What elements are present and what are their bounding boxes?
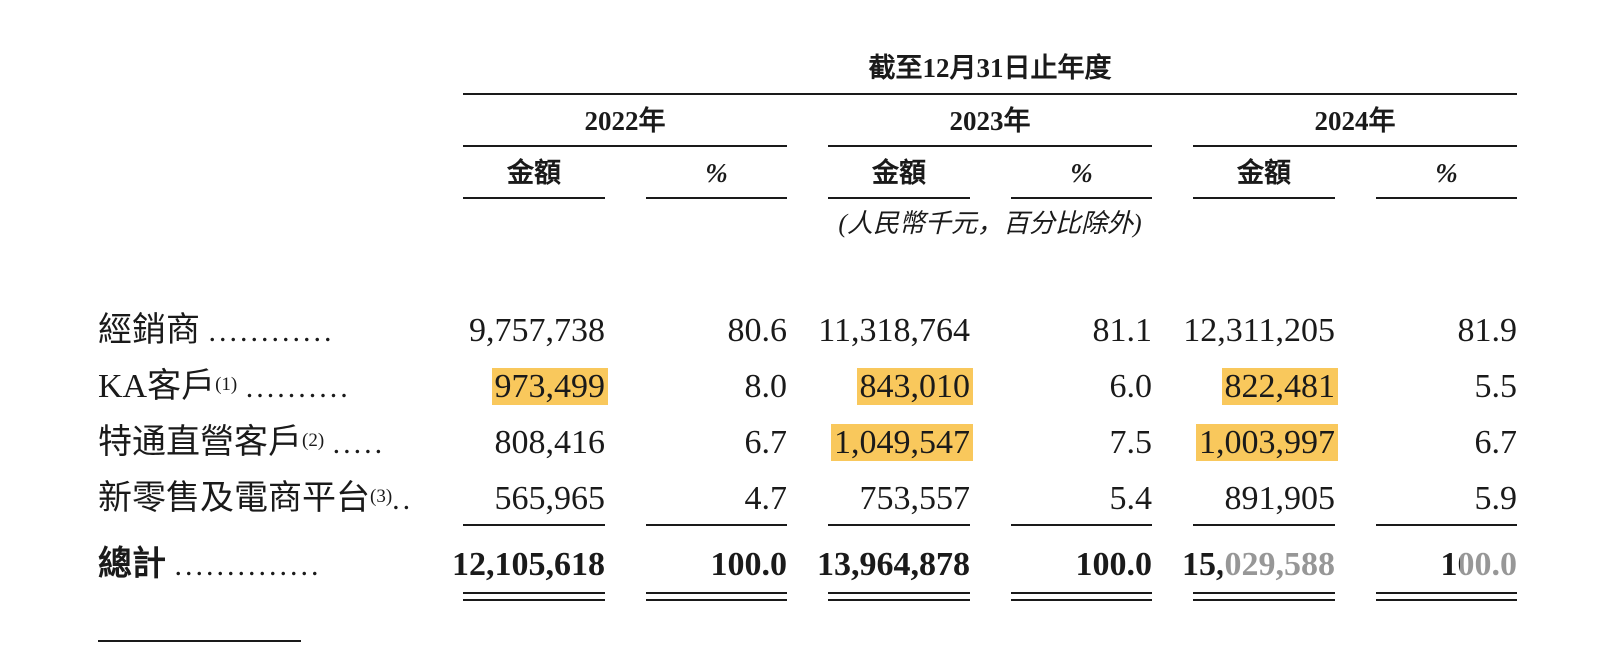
col-rule bbox=[463, 197, 605, 199]
total-double-rule bbox=[1193, 592, 1335, 594]
cell-2023-amount: 11,318,764 bbox=[818, 312, 970, 349]
footnote-marker: (2) bbox=[302, 430, 325, 451]
total-double-rule bbox=[1376, 599, 1517, 601]
leader-dots: ..... bbox=[332, 427, 386, 460]
year-header-2023: 2023年 bbox=[949, 106, 1031, 136]
cell-2022-percent: 6.7 bbox=[744, 424, 788, 461]
total-double-rule bbox=[646, 599, 787, 601]
cell-2022-amount: 808,416 bbox=[494, 424, 606, 461]
subtotal-rule bbox=[1376, 524, 1517, 526]
subtotal-rule bbox=[463, 524, 605, 526]
cell-2023-percent: 6.0 bbox=[1109, 368, 1153, 405]
footnote-separator bbox=[98, 640, 301, 642]
cell-2024-percent: 5.5 bbox=[1474, 368, 1518, 405]
leader-dots: .. bbox=[392, 483, 414, 516]
cell-2024-amount: 891,905 bbox=[1224, 480, 1336, 517]
amount-header-2022: 金額 bbox=[507, 158, 561, 188]
year-header-2024: 2024年 bbox=[1314, 106, 1396, 136]
row-label-text: 經銷商 bbox=[98, 312, 200, 349]
total-double-rule bbox=[1011, 599, 1152, 601]
cell-2022-amount: 9,757,738 bbox=[469, 312, 605, 349]
cell-2024-amount-highlighted: 822,481 bbox=[1221, 368, 1338, 405]
total-double-rule bbox=[1376, 592, 1517, 594]
period-rule bbox=[463, 93, 1517, 95]
row-label-text: KA客戶 bbox=[98, 368, 216, 405]
cell-2023-percent: 5.4 bbox=[1109, 480, 1153, 517]
cell-2024-amount-highlighted: 1,003,997 bbox=[1196, 424, 1338, 461]
cell-2024-percent: 5.9 bbox=[1474, 480, 1518, 517]
year-rule-2023 bbox=[828, 145, 1152, 147]
cell-2023-amount-highlighted: 843,010 bbox=[856, 368, 973, 405]
row-label-text: 新零售及電商平台 bbox=[98, 480, 370, 517]
col-rule bbox=[1193, 197, 1335, 199]
faded-print-overlay bbox=[1460, 550, 1520, 582]
year-header-2022: 2022年 bbox=[584, 106, 666, 136]
cell-2024-percent: 81.9 bbox=[1457, 312, 1518, 349]
row-label-direct-customers: 特通直營客戶(2) ..... bbox=[98, 423, 385, 464]
cell-2023-percent: 81.1 bbox=[1092, 312, 1153, 349]
amount-header-2024: 金額 bbox=[1237, 158, 1291, 188]
leader-dots: .......... bbox=[245, 371, 351, 404]
col-rule bbox=[646, 197, 787, 199]
col-rule bbox=[828, 197, 970, 199]
faded-print-overlay bbox=[1222, 550, 1337, 582]
total-2023-amount: 13,964,878 bbox=[817, 546, 970, 583]
leader-dots: ............ bbox=[208, 315, 335, 348]
year-rule-2024 bbox=[1193, 145, 1517, 147]
row-label-ka-customers: KA客戶(1) .......... bbox=[98, 367, 351, 408]
cell-2023-amount-highlighted: 1,049,547 bbox=[831, 424, 973, 461]
footnote-marker: (3) bbox=[370, 486, 393, 507]
total-double-rule bbox=[463, 599, 605, 601]
row-label-text: 特通直營客戶 bbox=[98, 424, 302, 461]
footnote-marker: (1) bbox=[215, 374, 238, 395]
total-2022-percent: 100.0 bbox=[710, 546, 788, 583]
row-label-total: 總計 .............. bbox=[98, 545, 322, 586]
year-rule-2022 bbox=[463, 145, 787, 147]
col-rule bbox=[1376, 197, 1517, 199]
total-double-rule bbox=[828, 592, 970, 594]
cell-2022-percent: 8.0 bbox=[744, 368, 788, 405]
subtotal-rule bbox=[828, 524, 970, 526]
subtotal-rule bbox=[646, 524, 787, 526]
cell-2022-amount: 565,965 bbox=[494, 480, 606, 517]
cell-2024-percent: 6.7 bbox=[1474, 424, 1518, 461]
percent-header-2023: % bbox=[1070, 158, 1093, 188]
cell-2022-amount-highlighted: 973,499 bbox=[491, 368, 608, 405]
subtotal-rule bbox=[1193, 524, 1335, 526]
cell-2023-amount: 753,557 bbox=[859, 480, 971, 517]
cell-2023-percent: 7.5 bbox=[1109, 424, 1153, 461]
row-label-new-retail-ecommerce: 新零售及電商平台(3).. bbox=[98, 479, 413, 520]
row-label-distributors: 經銷商 ............ bbox=[98, 311, 335, 352]
total-double-rule bbox=[463, 592, 605, 594]
cell-2022-percent: 4.7 bbox=[744, 480, 788, 517]
cell-2022-percent: 80.6 bbox=[727, 312, 788, 349]
total-double-rule bbox=[1011, 592, 1152, 594]
total-double-rule bbox=[1193, 599, 1335, 601]
leader-dots: .............. bbox=[174, 549, 322, 582]
amount-header-2023: 金額 bbox=[872, 158, 926, 188]
percent-header-2024: % bbox=[1435, 158, 1458, 188]
subtotal-rule bbox=[1011, 524, 1152, 526]
total-2022-amount: 12,105,618 bbox=[452, 546, 605, 583]
col-rule bbox=[1011, 197, 1152, 199]
unit-note: (人民幣千元，百分比除外) bbox=[838, 209, 1142, 238]
total-2023-percent: 100.0 bbox=[1075, 546, 1153, 583]
period-title: 截至12月31日止年度 bbox=[868, 53, 1112, 83]
total-double-rule bbox=[828, 599, 970, 601]
row-label-text: 總計 bbox=[98, 546, 166, 583]
cell-2024-amount: 12,311,205 bbox=[1183, 312, 1335, 349]
total-double-rule bbox=[646, 592, 787, 594]
percent-header-2022: % bbox=[705, 158, 728, 188]
